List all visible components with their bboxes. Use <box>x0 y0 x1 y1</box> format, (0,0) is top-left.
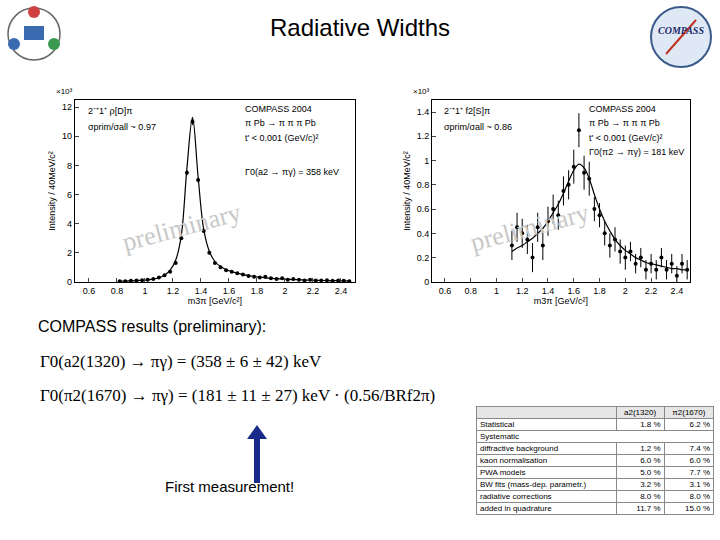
svg-text:0.8: 0.8 <box>111 286 124 296</box>
svg-text:1.2: 1.2 <box>167 286 180 296</box>
svg-text:Intensity / 40MeV/c²: Intensity / 40MeV/c² <box>47 151 57 231</box>
svg-text:1: 1 <box>494 286 499 296</box>
svg-text:1: 1 <box>424 156 429 166</box>
svg-text:1.2: 1.2 <box>417 131 430 141</box>
svg-text:1.4: 1.4 <box>417 107 430 117</box>
html-text:a2(1320): a2(1320) <box>624 408 657 417</box>
svg-text:Intensity / 40MeV/c²: Intensity / 40MeV/c² <box>402 151 412 231</box>
svg-text:m3π [GeV/c²]: m3π [GeV/c²] <box>188 296 242 306</box>
svg-text:12: 12 <box>62 102 72 112</box>
svg-text:2: 2 <box>623 286 628 296</box>
html-text:1.8 %: 1.8 % <box>640 420 661 429</box>
html-text:6.2 %: 6.2 % <box>689 420 710 429</box>
svg-text:2⁻⁺1⁺ ρ[D]π: 2⁻⁺1⁺ ρ[D]π <box>88 106 132 116</box>
svg-text:m3π [GeV/c²]: m3π [GeV/c²] <box>534 296 588 306</box>
html-text:1.2 %: 1.2 % <box>640 444 661 453</box>
svg-text:0.4: 0.4 <box>417 229 430 239</box>
svg-text:10: 10 <box>62 131 72 141</box>
html-text:Systematic: Systematic <box>480 432 520 441</box>
svg-text:1.2: 1.2 <box>516 286 529 296</box>
svg-text:×10³: ×10³ <box>413 87 430 96</box>
svg-text:1.4: 1.4 <box>542 286 555 296</box>
svg-text:1.8: 1.8 <box>593 286 606 296</box>
html-text:π2(1670): π2(1670) <box>672 408 706 417</box>
svg-text:8: 8 <box>67 161 72 171</box>
html-text:added in quadrature: added in quadrature <box>480 504 552 513</box>
html-text:7.7 %: 7.7 % <box>689 468 710 477</box>
svg-text:COMPASS 2004: COMPASS 2004 <box>589 104 656 114</box>
html-text:8.0 %: 8.0 % <box>640 492 661 501</box>
html-text:15.0 %: 15.0 % <box>685 504 710 513</box>
svg-text:0.2: 0.2 <box>417 253 430 263</box>
svg-text:1.8: 1.8 <box>251 286 264 296</box>
svg-text:0.6: 0.6 <box>83 286 96 296</box>
svg-text:0: 0 <box>67 277 72 287</box>
svg-text:2.2: 2.2 <box>307 286 320 296</box>
svg-text:COMPASS: COMPASS <box>658 25 704 36</box>
html-text:5.0 %: 5.0 % <box>640 468 661 477</box>
svg-text:2⁻⁺1⁺ f2[S]π: 2⁻⁺1⁺ f2[S]π <box>444 106 490 116</box>
svg-text:2: 2 <box>67 248 72 258</box>
svg-text:Γ0(a2 → πγ) = 358 keV: Γ0(a2 → πγ) = 358 keV <box>245 167 339 177</box>
svg-text:1.4: 1.4 <box>195 286 208 296</box>
svg-text:1.6: 1.6 <box>223 286 236 296</box>
html-text:Statistical: Statistical <box>480 420 515 429</box>
svg-text:×10³: ×10³ <box>56 87 73 96</box>
html-text:Γ0(a2(1320) → πγ) = (358 ± 6 ±: Γ0(a2(1320) → πγ) = (358 ± 6 ± 42) keV <box>40 352 322 371</box>
svg-text:1: 1 <box>142 286 147 296</box>
svg-text:2.2: 2.2 <box>645 286 658 296</box>
svg-text:0.6: 0.6 <box>417 204 430 214</box>
html-text:radiative corrections: radiative corrections <box>480 492 552 501</box>
html-text:kaon normalisation: kaon normalisation <box>480 456 548 465</box>
html-text:7.4 %: 7.4 % <box>689 444 710 453</box>
html-text:3.1 %: 3.1 % <box>689 480 710 489</box>
svg-text:π Pb → π π π Pb: π Pb → π π π Pb <box>589 118 660 128</box>
html-text:8.0 %: 8.0 % <box>689 492 710 501</box>
svg-text:COMPASS 2004: COMPASS 2004 <box>245 104 312 114</box>
svg-text:2: 2 <box>282 286 287 296</box>
svg-text:preliminary: preliminary <box>119 198 244 257</box>
svg-text:6: 6 <box>67 190 72 200</box>
html-text:Γ0(π2(1670) → πγ) = (181 ± 11: Γ0(π2(1670) → πγ) = (181 ± 11 ± 27) keV … <box>40 386 436 405</box>
svg-text:σprim/σall ~ 0.97: σprim/σall ~ 0.97 <box>88 122 156 132</box>
svg-text:Γ0(π2 → πγ) = 181 keV: Γ0(π2 → πγ) = 181 keV <box>589 147 684 157</box>
svg-text:4: 4 <box>67 219 72 229</box>
svg-text:0.8: 0.8 <box>417 180 430 190</box>
svg-text:0: 0 <box>424 277 429 287</box>
svg-text:σprim/σall ~ 0.86: σprim/σall ~ 0.86 <box>444 122 512 132</box>
svg-text:t' < 0.001 (GeV/c)²: t' < 0.001 (GeV/c)² <box>589 133 663 143</box>
html-text:diffractive background: diffractive background <box>480 444 559 453</box>
html-text:First measurement!: First measurement! <box>165 478 295 495</box>
svg-text:t' < 0.001 (GeV/c)²: t' < 0.001 (GeV/c)² <box>245 133 319 143</box>
svg-text:2.4: 2.4 <box>671 286 684 296</box>
svg-text:0.6: 0.6 <box>439 286 452 296</box>
html-text:11.7 %: 11.7 % <box>636 504 661 513</box>
html-text:Radiative Widths: Radiative Widths <box>270 14 450 41</box>
svg-text:preliminary: preliminary <box>467 198 592 257</box>
html-text:3.2 %: 3.2 % <box>640 480 661 489</box>
svg-text:1.6: 1.6 <box>568 286 581 296</box>
html-text:6.0 %: 6.0 % <box>689 456 710 465</box>
html-text:BW fits (mass-dep. parametr.): BW fits (mass-dep. parametr.) <box>480 480 587 489</box>
html-text:COMPASS results (preliminary):: COMPASS results (preliminary): <box>38 318 267 335</box>
html-text:6.0 %: 6.0 % <box>640 456 661 465</box>
svg-text:0.8: 0.8 <box>464 286 477 296</box>
html-text:PWA models: PWA models <box>480 468 526 477</box>
svg-text:π Pb → π π π Pb: π Pb → π π π Pb <box>245 118 316 128</box>
svg-text:2.4: 2.4 <box>335 286 348 296</box>
